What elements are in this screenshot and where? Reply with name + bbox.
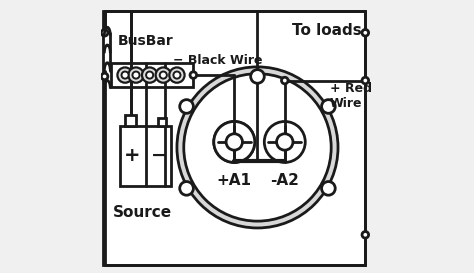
Circle shape	[160, 72, 167, 79]
Text: +: +	[124, 146, 140, 165]
Circle shape	[214, 121, 255, 162]
Text: Source: Source	[113, 206, 173, 220]
Text: − Black Wire: − Black Wire	[173, 54, 263, 67]
Circle shape	[184, 74, 331, 221]
Circle shape	[101, 73, 108, 80]
Circle shape	[128, 67, 144, 83]
Circle shape	[264, 121, 305, 162]
Circle shape	[362, 77, 369, 84]
Circle shape	[101, 29, 108, 36]
Circle shape	[142, 67, 157, 83]
Circle shape	[251, 70, 264, 83]
Bar	[125, 115, 136, 126]
Circle shape	[173, 72, 181, 79]
Circle shape	[362, 29, 369, 36]
Circle shape	[190, 72, 197, 78]
Circle shape	[177, 67, 338, 228]
Circle shape	[282, 77, 288, 84]
Circle shape	[321, 100, 335, 113]
Circle shape	[146, 72, 153, 79]
Bar	[158, 118, 166, 126]
Circle shape	[362, 232, 369, 238]
Circle shape	[118, 67, 133, 83]
Circle shape	[169, 67, 184, 83]
Circle shape	[155, 67, 171, 83]
Circle shape	[321, 182, 335, 195]
Circle shape	[132, 72, 139, 79]
Text: -A2: -A2	[270, 173, 299, 188]
Bar	[119, 126, 172, 186]
Text: BusBar: BusBar	[118, 34, 173, 48]
Circle shape	[214, 121, 255, 162]
Circle shape	[121, 72, 128, 79]
Text: −: −	[151, 146, 167, 165]
Text: To loads: To loads	[292, 23, 362, 37]
Bar	[111, 63, 193, 87]
Circle shape	[277, 134, 293, 150]
Circle shape	[180, 182, 193, 195]
Text: + Red
Wire: + Red Wire	[330, 82, 372, 109]
Circle shape	[226, 134, 243, 150]
Text: +A1: +A1	[217, 173, 252, 188]
Circle shape	[180, 100, 193, 113]
